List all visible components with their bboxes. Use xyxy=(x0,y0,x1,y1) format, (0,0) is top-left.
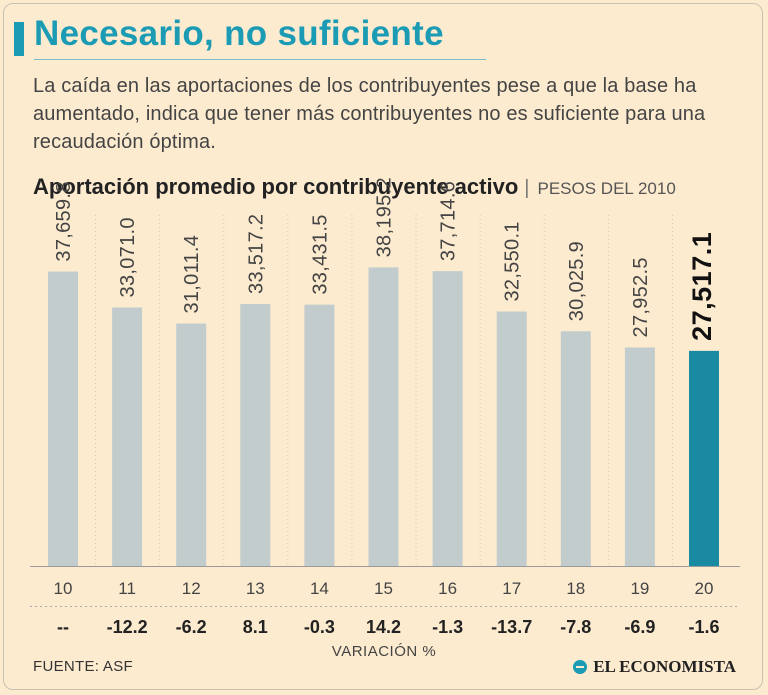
title-accent-bar xyxy=(14,22,24,56)
bar-value-label: 33,431.5 xyxy=(309,214,331,294)
variation-value: -7.8 xyxy=(560,617,591,637)
x-tick-label: 20 xyxy=(695,579,714,598)
bar-value-label: 33,517.2 xyxy=(245,214,267,294)
bar xyxy=(368,267,399,566)
bar-value-label: 31,011.4 xyxy=(181,235,203,314)
bar xyxy=(624,347,655,566)
bar xyxy=(304,304,335,566)
chart-unit: PESOS DEL 2010 xyxy=(537,179,676,198)
variation-value: -6.2 xyxy=(176,617,207,637)
x-tick-label: 13 xyxy=(246,579,265,598)
bar xyxy=(560,331,591,566)
chart-subtitle: Aportación promedio por contribuyente ac… xyxy=(33,174,676,200)
chart-title: Aportación promedio por contribuyente ac… xyxy=(33,174,519,199)
bar-value-label: 38,195.2 xyxy=(374,177,396,257)
variation-value: 8.1 xyxy=(243,617,268,637)
bar xyxy=(432,271,463,566)
infographic-frame xyxy=(3,3,763,690)
x-tick-label: 19 xyxy=(630,579,649,598)
bar-value-label: 37,659.8 xyxy=(53,181,75,261)
brand-name: EL ECONOMISTA xyxy=(593,657,736,676)
x-tick-label: 14 xyxy=(310,579,329,598)
bar xyxy=(176,323,207,566)
variation-value: -1.3 xyxy=(432,617,463,637)
x-tick-label: 18 xyxy=(566,579,585,598)
page-title: Necesario, no suficiente xyxy=(34,14,444,53)
bar-value-label: 27,952.5 xyxy=(630,257,652,337)
bar-value-label: 32,550.1 xyxy=(502,221,524,301)
x-tick-label: 10 xyxy=(54,579,73,598)
bar-value-label: 33,071.0 xyxy=(117,217,139,297)
bar-value-label: 30,025.9 xyxy=(566,241,588,321)
bar-value-label: 27,517.1 xyxy=(687,232,717,341)
variation-value: -0.3 xyxy=(304,617,335,637)
bar xyxy=(48,271,78,566)
variation-value: -13.7 xyxy=(491,617,532,637)
x-tick-label: 12 xyxy=(182,579,201,598)
x-tick-label: 16 xyxy=(438,579,457,598)
variation-value: -- xyxy=(57,617,69,637)
x-tick-label: 17 xyxy=(502,579,521,598)
description-text: La caída en las aportaciones de los cont… xyxy=(33,75,706,153)
variation-value: -6.9 xyxy=(624,617,655,637)
variation-value: -1.6 xyxy=(688,617,719,637)
bar-value-label: 37,714.6 xyxy=(438,181,460,261)
subtitle-separator: | xyxy=(524,177,530,199)
title-underline xyxy=(34,59,486,60)
bar xyxy=(496,311,527,566)
variation-value: 14.2 xyxy=(366,617,401,637)
brand-e-icon xyxy=(573,660,588,674)
variation-title: VARIACIÓN % xyxy=(332,643,436,660)
source-note: FUENTE: ASF xyxy=(33,658,133,675)
x-tick-label: 15 xyxy=(374,579,393,598)
x-tick-label: 11 xyxy=(118,579,136,598)
bar xyxy=(689,350,719,566)
brand-logo: EL ECONOMISTA xyxy=(573,657,736,677)
bar xyxy=(240,303,271,566)
variation-value: -12.2 xyxy=(107,617,148,637)
bar xyxy=(112,307,143,566)
